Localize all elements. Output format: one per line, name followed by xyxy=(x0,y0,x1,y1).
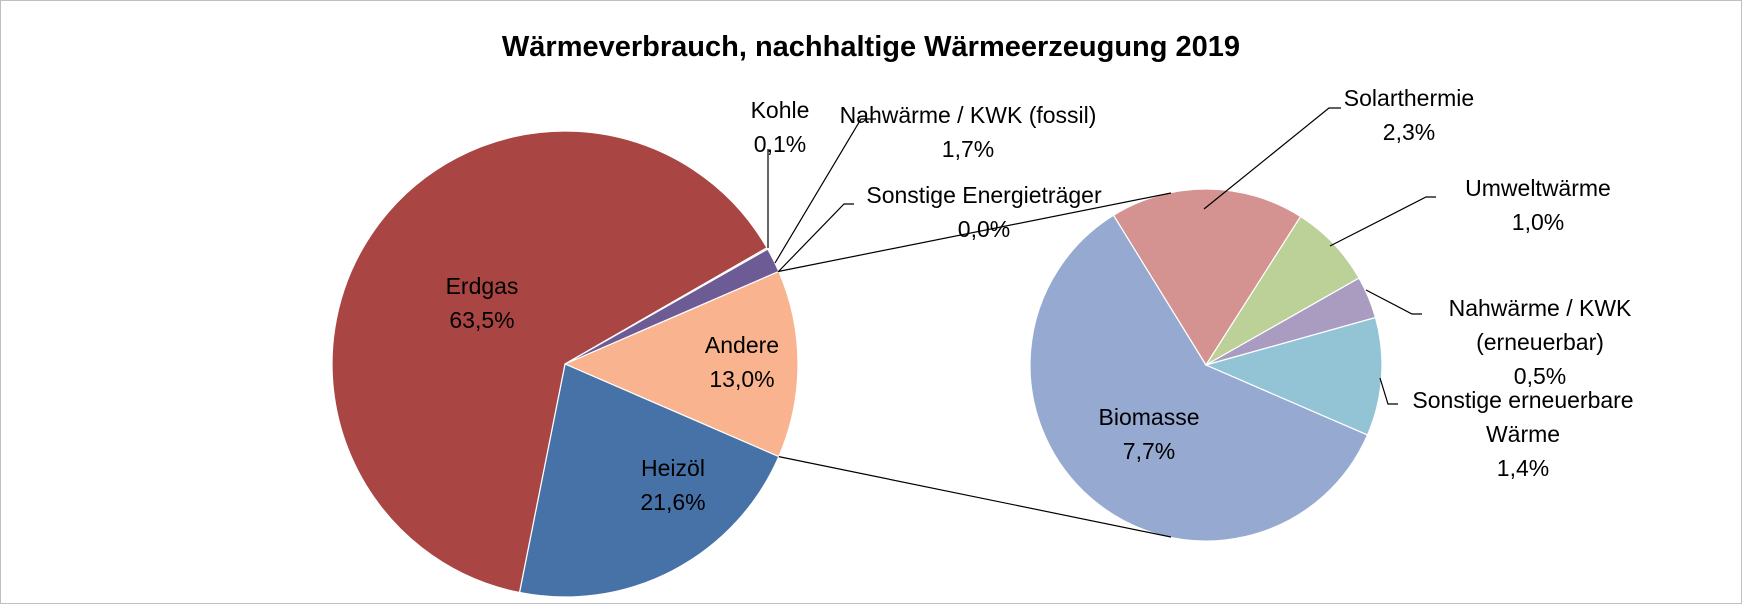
leader-line xyxy=(1379,377,1398,405)
label-value: 13,0% xyxy=(709,366,775,392)
chart-title: Wärmeverbrauch, nachhaltige Wärmeerzeugu… xyxy=(501,31,1241,63)
data-label: Erdgas 63,5% xyxy=(422,269,542,337)
connector-line xyxy=(778,456,1172,538)
data-label: Solarthermie 2,3% xyxy=(1329,81,1489,149)
data-label: Nahwärme / KWK (erneuerbar) 0,5% xyxy=(1440,291,1640,393)
data-label: Kohle 0,1% xyxy=(740,93,820,161)
pie-slice xyxy=(1204,316,1383,436)
data-label: Sonstige Energieträger 0,0% xyxy=(834,178,1134,246)
leader-line xyxy=(777,203,854,273)
label-value: 0,1% xyxy=(753,131,807,157)
pie-slice xyxy=(518,363,780,598)
label-value: 0,0% xyxy=(957,216,1011,242)
leader-line xyxy=(1329,196,1436,247)
label-name: Nahwärme / KWK (erneuerbar) xyxy=(1448,295,1632,355)
pie-slice xyxy=(1112,188,1302,367)
label-value: 63,5% xyxy=(449,307,515,333)
label-name: Heizöl xyxy=(641,455,705,481)
data-label: Biomasse 7,7% xyxy=(1079,400,1219,468)
leader-line xyxy=(774,118,876,264)
pie-slice xyxy=(1029,214,1369,542)
connector-line xyxy=(778,192,1172,272)
data-label: Sonstige erneuerbare Wärme 1,4% xyxy=(1388,383,1658,485)
label-name: Kohle xyxy=(750,97,810,123)
label-name: Nahwärme / KWK (fossil) xyxy=(839,102,1097,128)
label-value: 1,4% xyxy=(1496,455,1550,481)
label-name: Andere xyxy=(704,332,780,358)
label-value: 2,3% xyxy=(1382,119,1436,145)
label-value: 21,6% xyxy=(640,489,706,515)
leader-line xyxy=(1203,107,1341,210)
leader-line xyxy=(1365,289,1422,315)
label-name: Sonstige erneuerbare Wärme xyxy=(1412,387,1634,447)
label-value: 7,7% xyxy=(1122,438,1176,464)
pie-slice xyxy=(331,130,768,594)
label-value: 1,0% xyxy=(1511,209,1565,235)
label-name: Solarthermie xyxy=(1343,85,1475,111)
data-label: Nahwärme / KWK (fossil) 1,7% xyxy=(838,98,1098,166)
data-label: Heizöl 21,6% xyxy=(613,451,733,519)
label-name: Sonstige Energieträger xyxy=(866,182,1102,208)
data-label: Umweltwärme 1,0% xyxy=(1448,171,1628,239)
label-name: Umweltwärme xyxy=(1465,175,1611,201)
label-name: Erdgas xyxy=(445,273,519,299)
label-name: Biomasse xyxy=(1098,404,1200,430)
data-label: Andere 13,0% xyxy=(682,328,802,396)
label-value: 1,7% xyxy=(941,136,995,162)
label-value: 0,5% xyxy=(1513,363,1567,389)
pie-slice xyxy=(563,270,799,458)
